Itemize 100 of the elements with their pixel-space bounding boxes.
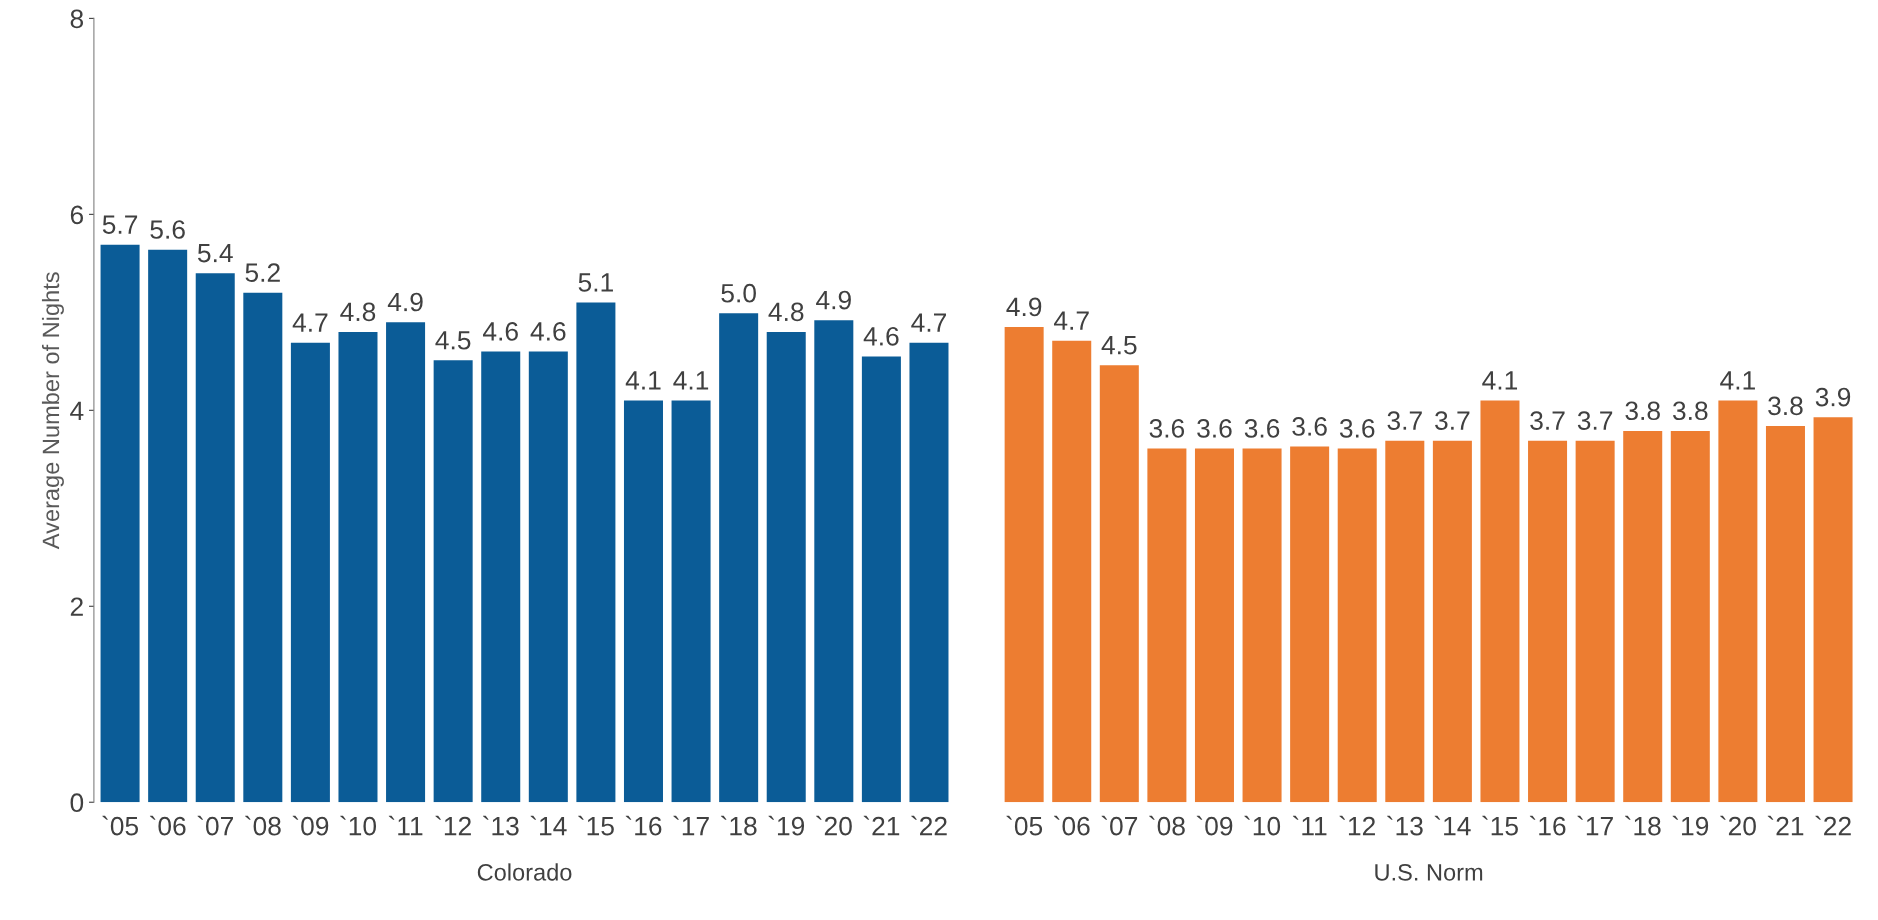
x-tick-label: `17: [673, 815, 709, 836]
bar: [481, 351, 521, 803]
bar: [1575, 440, 1615, 803]
x-tick-label: `05: [102, 815, 139, 836]
bar: [1194, 448, 1234, 803]
data-label: 4.9: [816, 290, 851, 310]
bar: [1670, 430, 1710, 803]
bar: [1480, 400, 1520, 803]
x-tick-label: `22: [911, 815, 947, 836]
bar: [1290, 446, 1330, 803]
x-tick-label: `06: [1054, 815, 1090, 836]
x-tick-label: `14: [1434, 815, 1471, 836]
data-label: 4.1: [1720, 371, 1755, 390]
bar: [576, 302, 616, 803]
x-tick-label: `19: [768, 815, 805, 836]
bar: [433, 360, 473, 803]
x-tick-label: `15: [1482, 815, 1518, 836]
bar: [148, 249, 188, 803]
y-tick-label: 0: [70, 793, 84, 813]
bar: [623, 400, 663, 803]
data-label: 3.7: [1387, 411, 1422, 430]
y-axis-title: Average Number of Nights: [41, 272, 64, 550]
x-tick-label: `12: [435, 815, 471, 836]
data-label: 5.4: [197, 243, 233, 263]
bar: [1623, 430, 1663, 803]
x-tick-label: `18: [1625, 815, 1661, 836]
x-tick-label: `09: [292, 815, 329, 836]
bar: [290, 342, 330, 803]
data-label: 4.9: [387, 292, 423, 312]
bar: [766, 331, 806, 803]
bar: [1718, 400, 1758, 803]
data-label: 4.7: [292, 313, 328, 332]
bar: [386, 322, 426, 803]
data-label: 5.2: [245, 263, 280, 282]
x-tick-label: `14: [530, 815, 567, 836]
x-tick-label: `16: [625, 815, 662, 836]
data-label: 3.7: [1530, 411, 1565, 430]
data-label: 5.6: [150, 220, 185, 239]
data-label: 4.9: [1006, 297, 1042, 317]
x-tick-label: `20: [816, 815, 852, 836]
y-tick-label: 6: [70, 205, 84, 225]
data-label: 3.8: [1625, 401, 1660, 421]
data-label: 4.8: [340, 302, 376, 322]
data-label: 4.7: [911, 313, 946, 332]
data-label: 4.6: [483, 322, 518, 341]
bar: [1528, 440, 1568, 803]
data-label: 3.6: [1197, 419, 1232, 438]
data-label: 4.1: [625, 371, 661, 390]
x-tick-label: `21: [1767, 815, 1804, 836]
bar: [528, 351, 568, 803]
x-tick-label: `07: [197, 815, 233, 836]
x-tick-label: `08: [1149, 815, 1185, 836]
data-label: 4.1: [673, 371, 709, 390]
bar: [719, 313, 759, 803]
bar: [1765, 426, 1805, 803]
data-label: 5.7: [102, 215, 138, 234]
data-label: 3.7: [1435, 411, 1470, 430]
x-tick-label: `08: [245, 815, 281, 836]
bar: [243, 292, 283, 803]
x-tick-label: `16: [1529, 815, 1566, 836]
bar: [671, 400, 711, 803]
bar: [1147, 448, 1187, 803]
data-label: 3.6: [1149, 419, 1185, 438]
x-tick-label: `17: [1577, 815, 1613, 836]
bar: [338, 331, 378, 803]
y-tick-label: 4: [70, 401, 84, 420]
data-label: 4.6: [530, 322, 566, 341]
bar: [1337, 448, 1377, 803]
bar: [1242, 448, 1282, 803]
bar: [1099, 365, 1139, 803]
x-tick-label: `20: [1720, 815, 1756, 836]
data-label: 4.7: [1053, 311, 1089, 330]
bar: [909, 342, 949, 803]
x-tick-label: `11: [1292, 815, 1327, 836]
bar: [195, 273, 235, 803]
data-label: 4.5: [435, 331, 471, 350]
x-tick-label: `21: [863, 815, 900, 836]
data-label: 4.5: [1101, 336, 1137, 355]
x-tick-label: `18: [720, 815, 757, 836]
data-label: 3.9: [1815, 387, 1851, 407]
text: Colorado: [477, 863, 572, 881]
data-label: 3.6: [1339, 419, 1375, 438]
x-tick-label: `22: [1815, 815, 1851, 836]
data-label: 3.8: [1768, 396, 1803, 416]
x-tick-label: `13: [1387, 815, 1423, 836]
data-label: 3.7: [1577, 411, 1613, 430]
bar: [100, 244, 140, 803]
bar: [1813, 417, 1853, 803]
bar: [861, 356, 901, 803]
x-tick-label: `05: [1006, 815, 1043, 836]
x-tick-label: `15: [578, 815, 614, 836]
x-tick-label: `10: [340, 815, 377, 836]
x-tick-label: `06: [149, 815, 186, 836]
bar: [1004, 327, 1044, 803]
bar: [814, 320, 854, 803]
bar: [1385, 440, 1425, 803]
x-tick-label: `12: [1339, 815, 1375, 836]
y-tick-label: 2: [70, 597, 83, 616]
data-label: 5.0: [721, 283, 756, 303]
data-label: 4.1: [1482, 371, 1518, 390]
